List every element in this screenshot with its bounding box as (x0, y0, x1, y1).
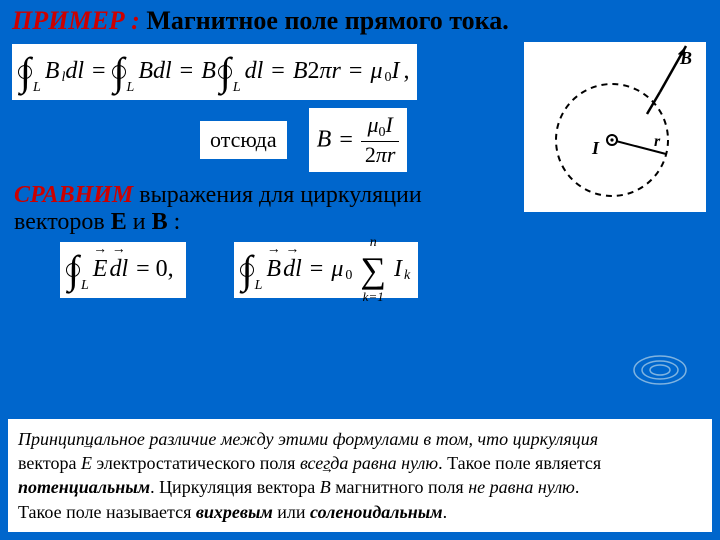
sigma-symbol: ∑nk=1 (360, 249, 386, 291)
explanation-line-2: вектора E электростатического поля всегд… (18, 451, 702, 475)
formula-3a-box: ∫L Edl = 0, (60, 242, 186, 298)
formula-3b-box: ∫L Bdl = μ0 ∑nk=1 Ik (234, 242, 419, 298)
field-diagram: B → r I (524, 42, 706, 212)
integral-symbol: ∫ (20, 48, 31, 95)
slide-title: ПРИМЕР : Магнитное поле прямого тока. (0, 0, 720, 40)
swirl-icon (630, 350, 690, 390)
compare-text: СРАВНИМ выражения для циркуляции векторо… (14, 182, 474, 236)
explanation-line-1: Принципиальное различие между этими форм… (18, 427, 702, 451)
fraction: μ0I 2πr (361, 112, 400, 168)
otsuda-label: отсюда (200, 121, 287, 159)
explanation-box: Принципиальное различие между этими форм… (8, 419, 712, 532)
explanation-line-3: потенциальным. Циркуляция вектора B магн… (18, 475, 702, 499)
compare-label: СРАВНИМ (14, 182, 133, 208)
explanation-line-4: Такое поле называется вихревым или солен… (18, 500, 702, 524)
formula-3-row: ∫L Edl = 0, ∫L Bdl = μ0 ∑nk=1 Ik (60, 242, 660, 298)
title-example: ПРИМЕР : (12, 6, 140, 35)
integral-symbol: ∫ (220, 48, 231, 95)
diagram-I-label: I (591, 138, 600, 158)
title-rest: Магнитное поле прямого тока. (146, 6, 508, 35)
formula-1-box: ∫L Bldl = ∫L Bdl = B ∫L dl = B2πr = μ0I … (12, 44, 417, 100)
integral-symbol: ∫ (114, 48, 125, 95)
svg-text:→: → (676, 47, 687, 59)
integral-symbol: ∫ (68, 246, 79, 293)
formula-2-box: B = μ0I 2πr (309, 108, 408, 172)
diagram-r-label: r (654, 133, 661, 150)
integral-symbol: ∫ (242, 246, 253, 293)
